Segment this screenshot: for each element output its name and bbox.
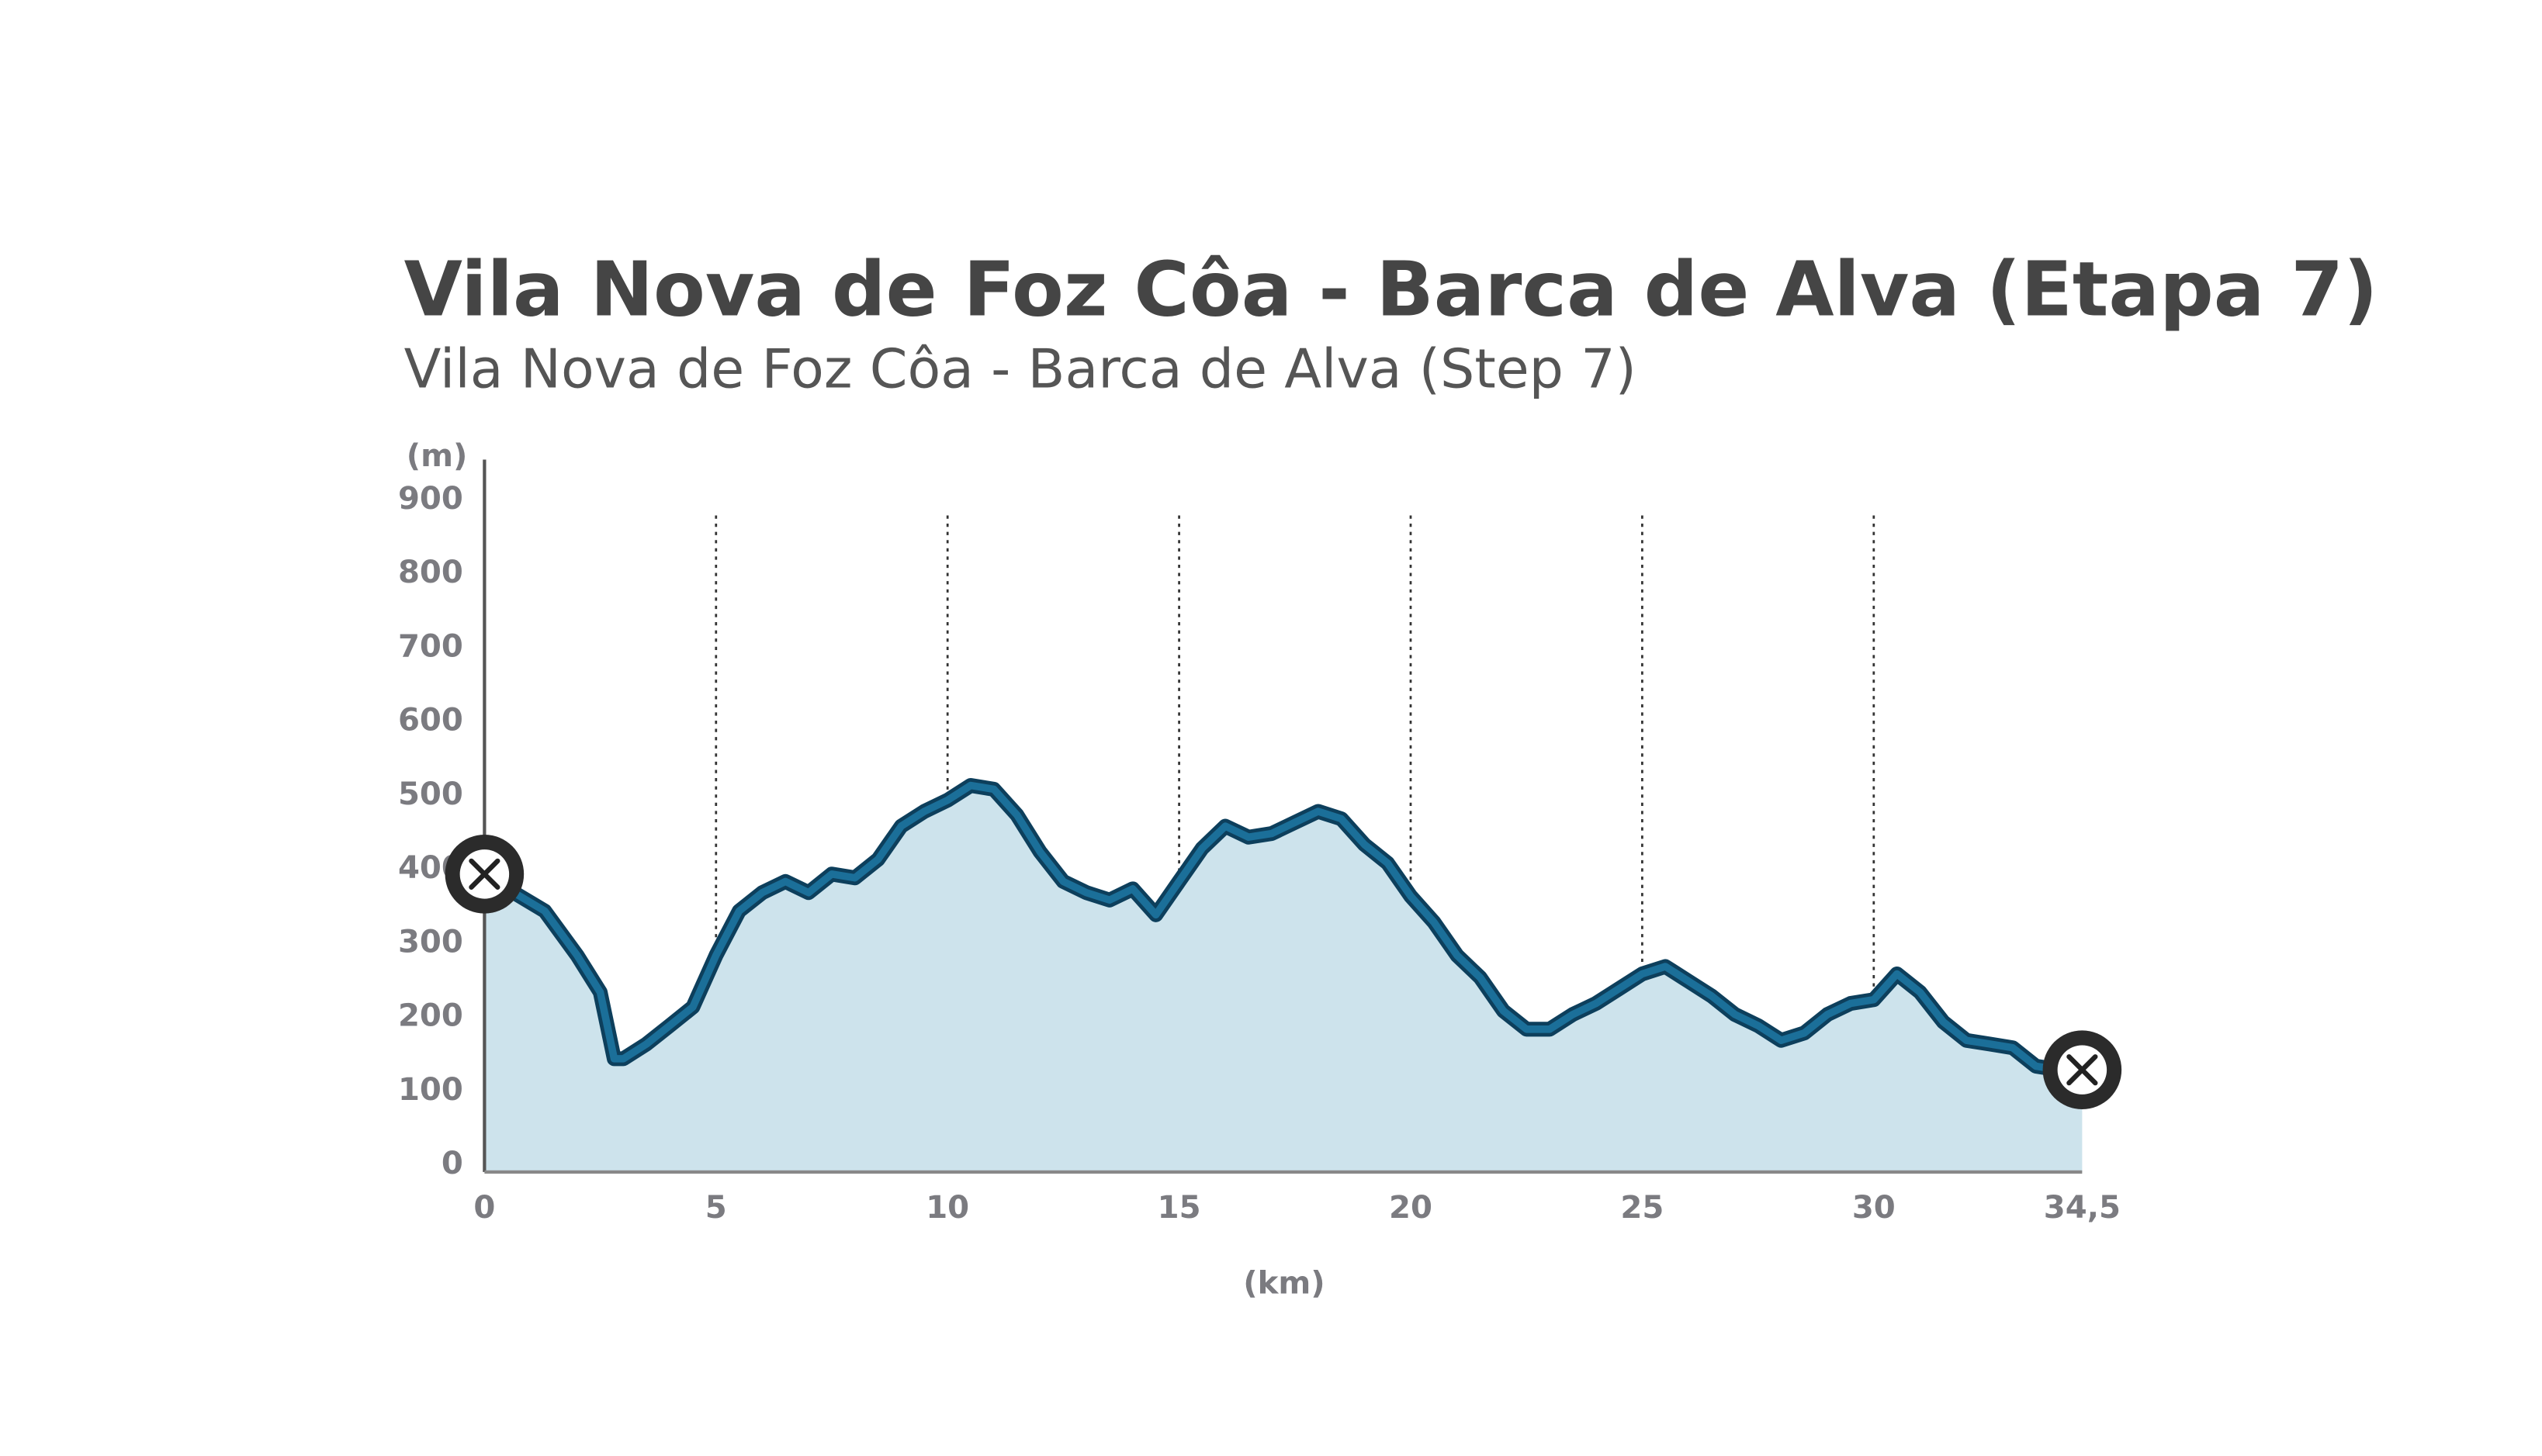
x-tick-label: 0: [473, 1190, 495, 1226]
chart-title: Vila Nova de Foz Côa - Barca de Alva (Et…: [404, 245, 2378, 333]
y-tick-label: 500: [398, 776, 463, 812]
y-tick-label: 700: [398, 628, 463, 664]
x-tick-label: 15: [1158, 1190, 1201, 1226]
x-axis-label: (km): [1243, 1266, 1325, 1302]
x-tick-label: 25: [1620, 1190, 1664, 1226]
y-tick-label: 900: [398, 481, 463, 517]
y-tick-label: 0: [442, 1146, 463, 1181]
x-tick-label: 20: [1389, 1190, 1432, 1226]
y-tick-label: 800: [398, 555, 463, 590]
x-tick-label: 30: [1852, 1190, 1896, 1226]
y-tick-label: 200: [398, 998, 463, 1034]
marker-tools: [2066, 1054, 2098, 1086]
marker-icon: [2042, 1030, 2122, 1109]
x-tick-label: 5: [705, 1190, 727, 1226]
x-tick-label: 10: [926, 1190, 969, 1226]
y-tick-label: 100: [398, 1072, 463, 1108]
marker-tools: [469, 858, 500, 890]
elevation-line: [482, 781, 2083, 1074]
elevation-area: [484, 785, 2083, 1172]
y-axis-label: (m): [407, 438, 468, 474]
y-tick-label: 300: [398, 924, 463, 960]
x-tick-label: 34,5: [2044, 1190, 2121, 1226]
marker-icon: [445, 835, 525, 914]
y-tick-label: 600: [398, 703, 463, 738]
chart-subtitle: Vila Nova de Foz Côa - Barca de Alva (St…: [404, 337, 1636, 400]
